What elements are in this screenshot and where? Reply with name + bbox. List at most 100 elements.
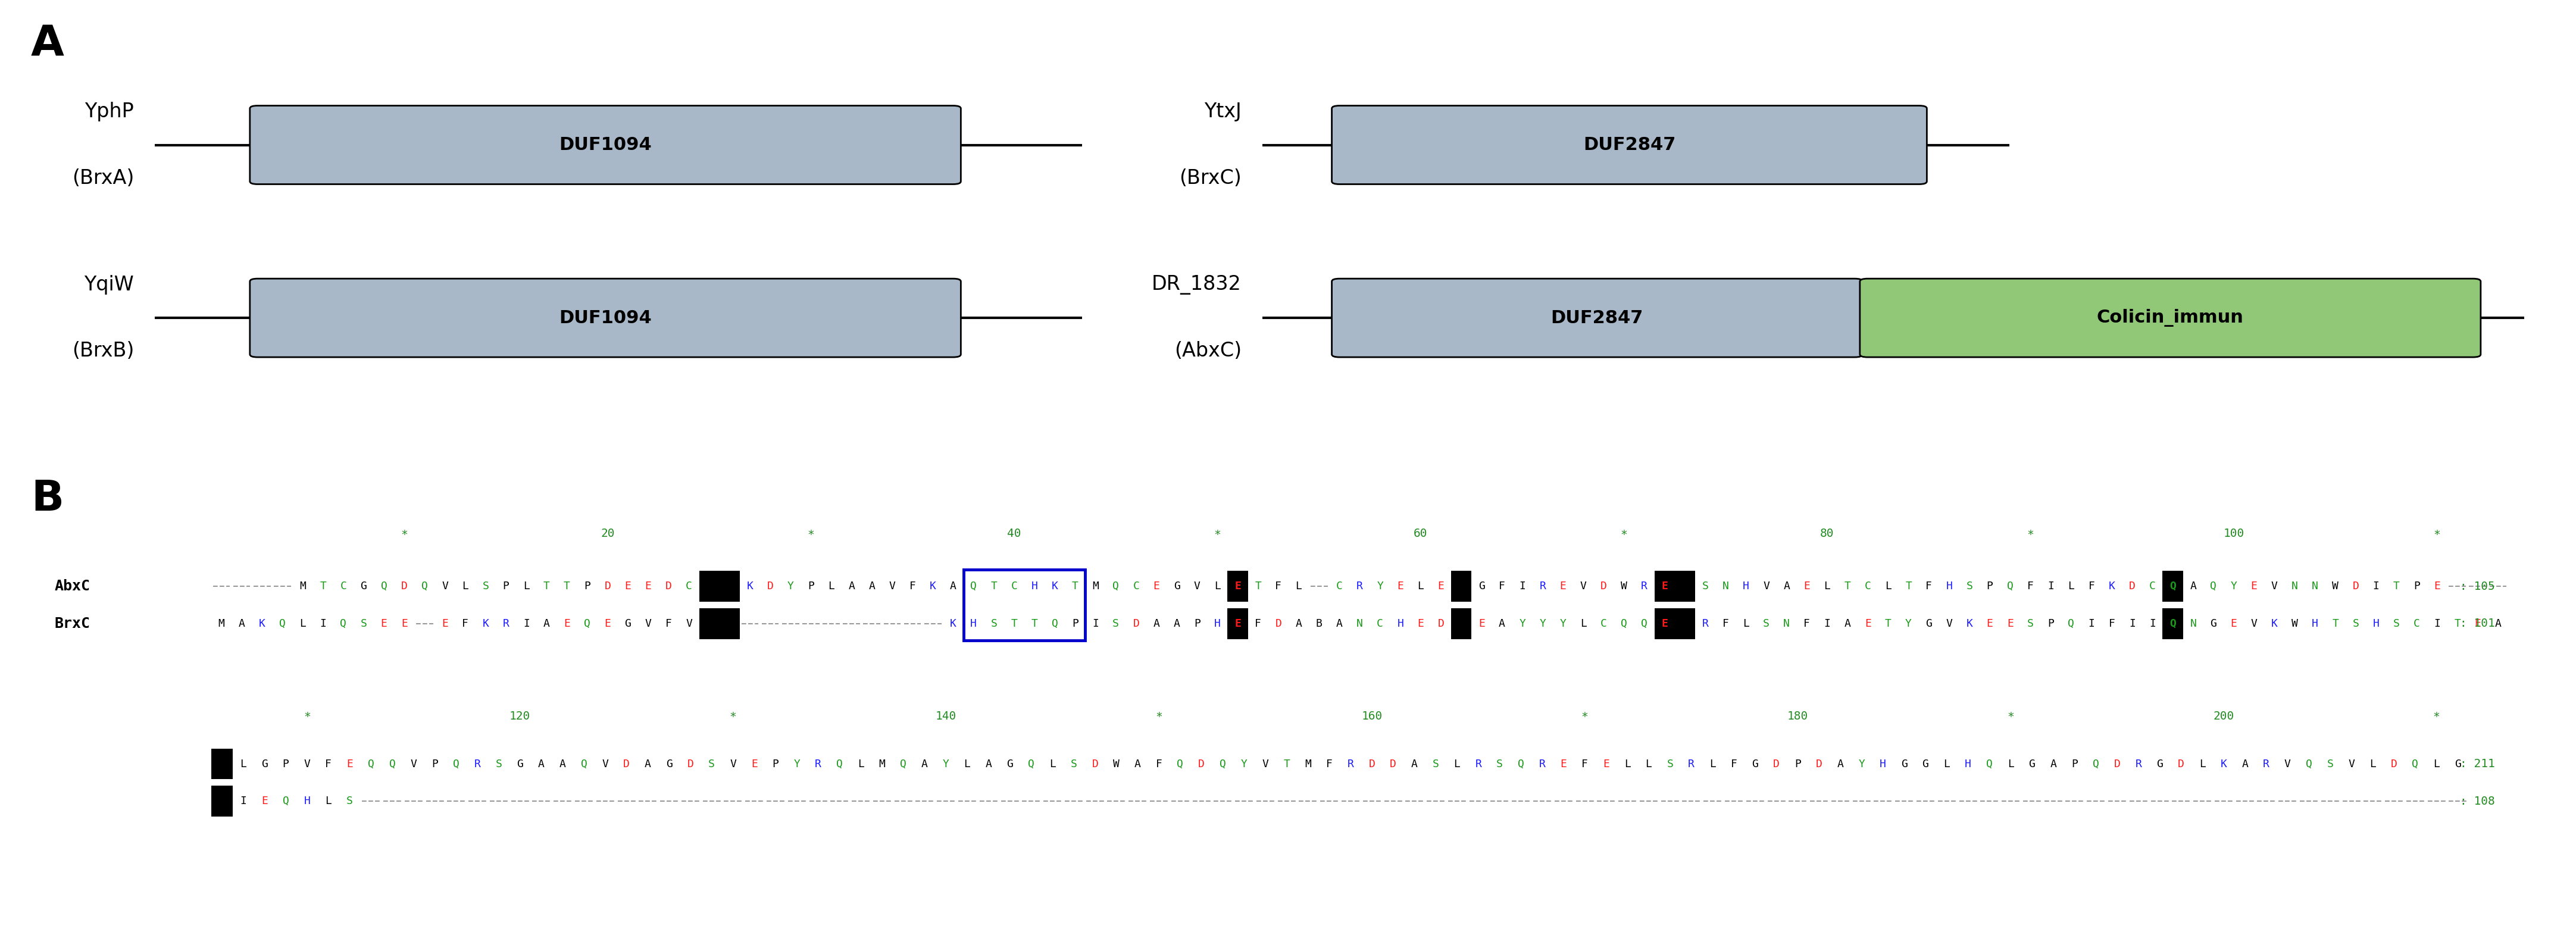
Text: S: S — [361, 618, 366, 629]
Text: V: V — [603, 758, 608, 770]
Text: F: F — [2089, 581, 2094, 592]
Text: *: * — [304, 712, 312, 723]
Text: Y: Y — [1242, 758, 1247, 770]
Text: V: V — [410, 758, 417, 770]
Text: V: V — [1458, 581, 1466, 592]
Text: A: A — [559, 758, 567, 770]
Text: R: R — [1347, 758, 1355, 770]
Text: M: M — [1303, 758, 1311, 770]
Text: A: A — [644, 758, 652, 770]
Text: Q: Q — [837, 758, 842, 770]
Text: YphP: YphP — [85, 102, 134, 122]
Text: H: H — [971, 618, 976, 629]
Bar — [2164, 608, 2182, 640]
Text: S: S — [1667, 758, 1674, 770]
Text: Q: Q — [2306, 758, 2313, 770]
Text: Q: Q — [2169, 618, 2177, 629]
Text: V: V — [729, 758, 737, 770]
Text: BrxC: BrxC — [54, 616, 90, 631]
Text: T: T — [1844, 581, 1850, 592]
Text: L: L — [2370, 758, 2375, 770]
Text: E: E — [345, 758, 353, 770]
Text: Q: Q — [1986, 758, 1994, 770]
Text: W: W — [1620, 581, 1628, 592]
Text: R: R — [474, 758, 482, 770]
Text: Q: Q — [368, 758, 374, 770]
Text: I: I — [2434, 618, 2439, 629]
Text: H: H — [1880, 758, 1886, 770]
Text: I: I — [2128, 618, 2136, 629]
Text: E: E — [2251, 581, 2257, 592]
Text: I: I — [2048, 581, 2053, 592]
Bar — [1450, 570, 1471, 602]
Text: L: L — [1824, 581, 1832, 592]
Text: A: A — [2050, 758, 2056, 770]
Text: L: L — [325, 796, 332, 807]
Text: *: * — [1157, 712, 1162, 723]
Text: K: K — [1051, 581, 1059, 592]
Text: A: A — [1844, 618, 1850, 629]
Bar — [719, 570, 739, 602]
Text: G: G — [1479, 581, 1484, 592]
FancyBboxPatch shape — [1332, 106, 1927, 184]
Text: K: K — [747, 581, 752, 592]
Text: : 105: : 105 — [2460, 581, 2496, 592]
Text: D: D — [1092, 758, 1097, 770]
Text: I: I — [726, 581, 732, 592]
Text: 80: 80 — [1821, 528, 1834, 539]
Bar — [719, 608, 739, 640]
Text: *: * — [2434, 712, 2439, 723]
Text: G: G — [665, 758, 672, 770]
Text: A: A — [219, 796, 224, 807]
Text: L: L — [2200, 758, 2205, 770]
Text: *: * — [1582, 712, 1589, 723]
Text: S: S — [1432, 758, 1440, 770]
Text: A: A — [1499, 618, 1504, 629]
Text: G: G — [1752, 758, 1759, 770]
Text: H: H — [1396, 618, 1404, 629]
Text: L: L — [858, 758, 863, 770]
Text: E: E — [1558, 581, 1566, 592]
Text: P: P — [585, 581, 590, 592]
Text: S: S — [708, 758, 716, 770]
Text: S: S — [2326, 758, 2334, 770]
Text: Q: Q — [453, 758, 459, 770]
Text: Y: Y — [1558, 618, 1566, 629]
Text: L: L — [827, 581, 835, 592]
Text: E: E — [1396, 581, 1404, 592]
Text: G: G — [2210, 618, 2218, 629]
Text: R: R — [814, 758, 822, 770]
Text: P: P — [1795, 758, 1801, 770]
Bar — [211, 785, 232, 817]
Text: A: A — [868, 581, 876, 592]
Text: N: N — [1783, 618, 1790, 629]
Text: L: L — [1744, 618, 1749, 629]
Text: H: H — [2372, 618, 2380, 629]
Text: P: P — [433, 758, 438, 770]
Text: Q: Q — [381, 581, 386, 592]
Text: Q: Q — [2069, 618, 2074, 629]
Text: Q: Q — [389, 758, 397, 770]
Text: E: E — [402, 618, 407, 629]
Text: Q: Q — [1641, 618, 1649, 629]
Text: D: D — [2115, 758, 2120, 770]
Text: F: F — [1927, 581, 1932, 592]
Text: I: I — [319, 618, 327, 629]
Text: E: E — [2476, 618, 2481, 629]
Text: V: V — [1762, 581, 1770, 592]
Text: D: D — [1600, 581, 1607, 592]
Text: C: C — [685, 581, 693, 592]
Text: P: P — [2071, 758, 2079, 770]
Text: S: S — [2027, 618, 2032, 629]
Text: D: D — [1368, 758, 1376, 770]
Text: *: * — [2007, 712, 2014, 723]
Text: 200: 200 — [2213, 711, 2233, 722]
Text: C: C — [1600, 618, 1607, 629]
Text: V: V — [1579, 581, 1587, 592]
Text: Q: Q — [2169, 581, 2177, 592]
Text: S: S — [2352, 618, 2360, 629]
Text: T: T — [1030, 618, 1038, 629]
Text: E: E — [1437, 581, 1445, 592]
Text: L: L — [1710, 758, 1716, 770]
Text: Q: Q — [422, 581, 428, 592]
